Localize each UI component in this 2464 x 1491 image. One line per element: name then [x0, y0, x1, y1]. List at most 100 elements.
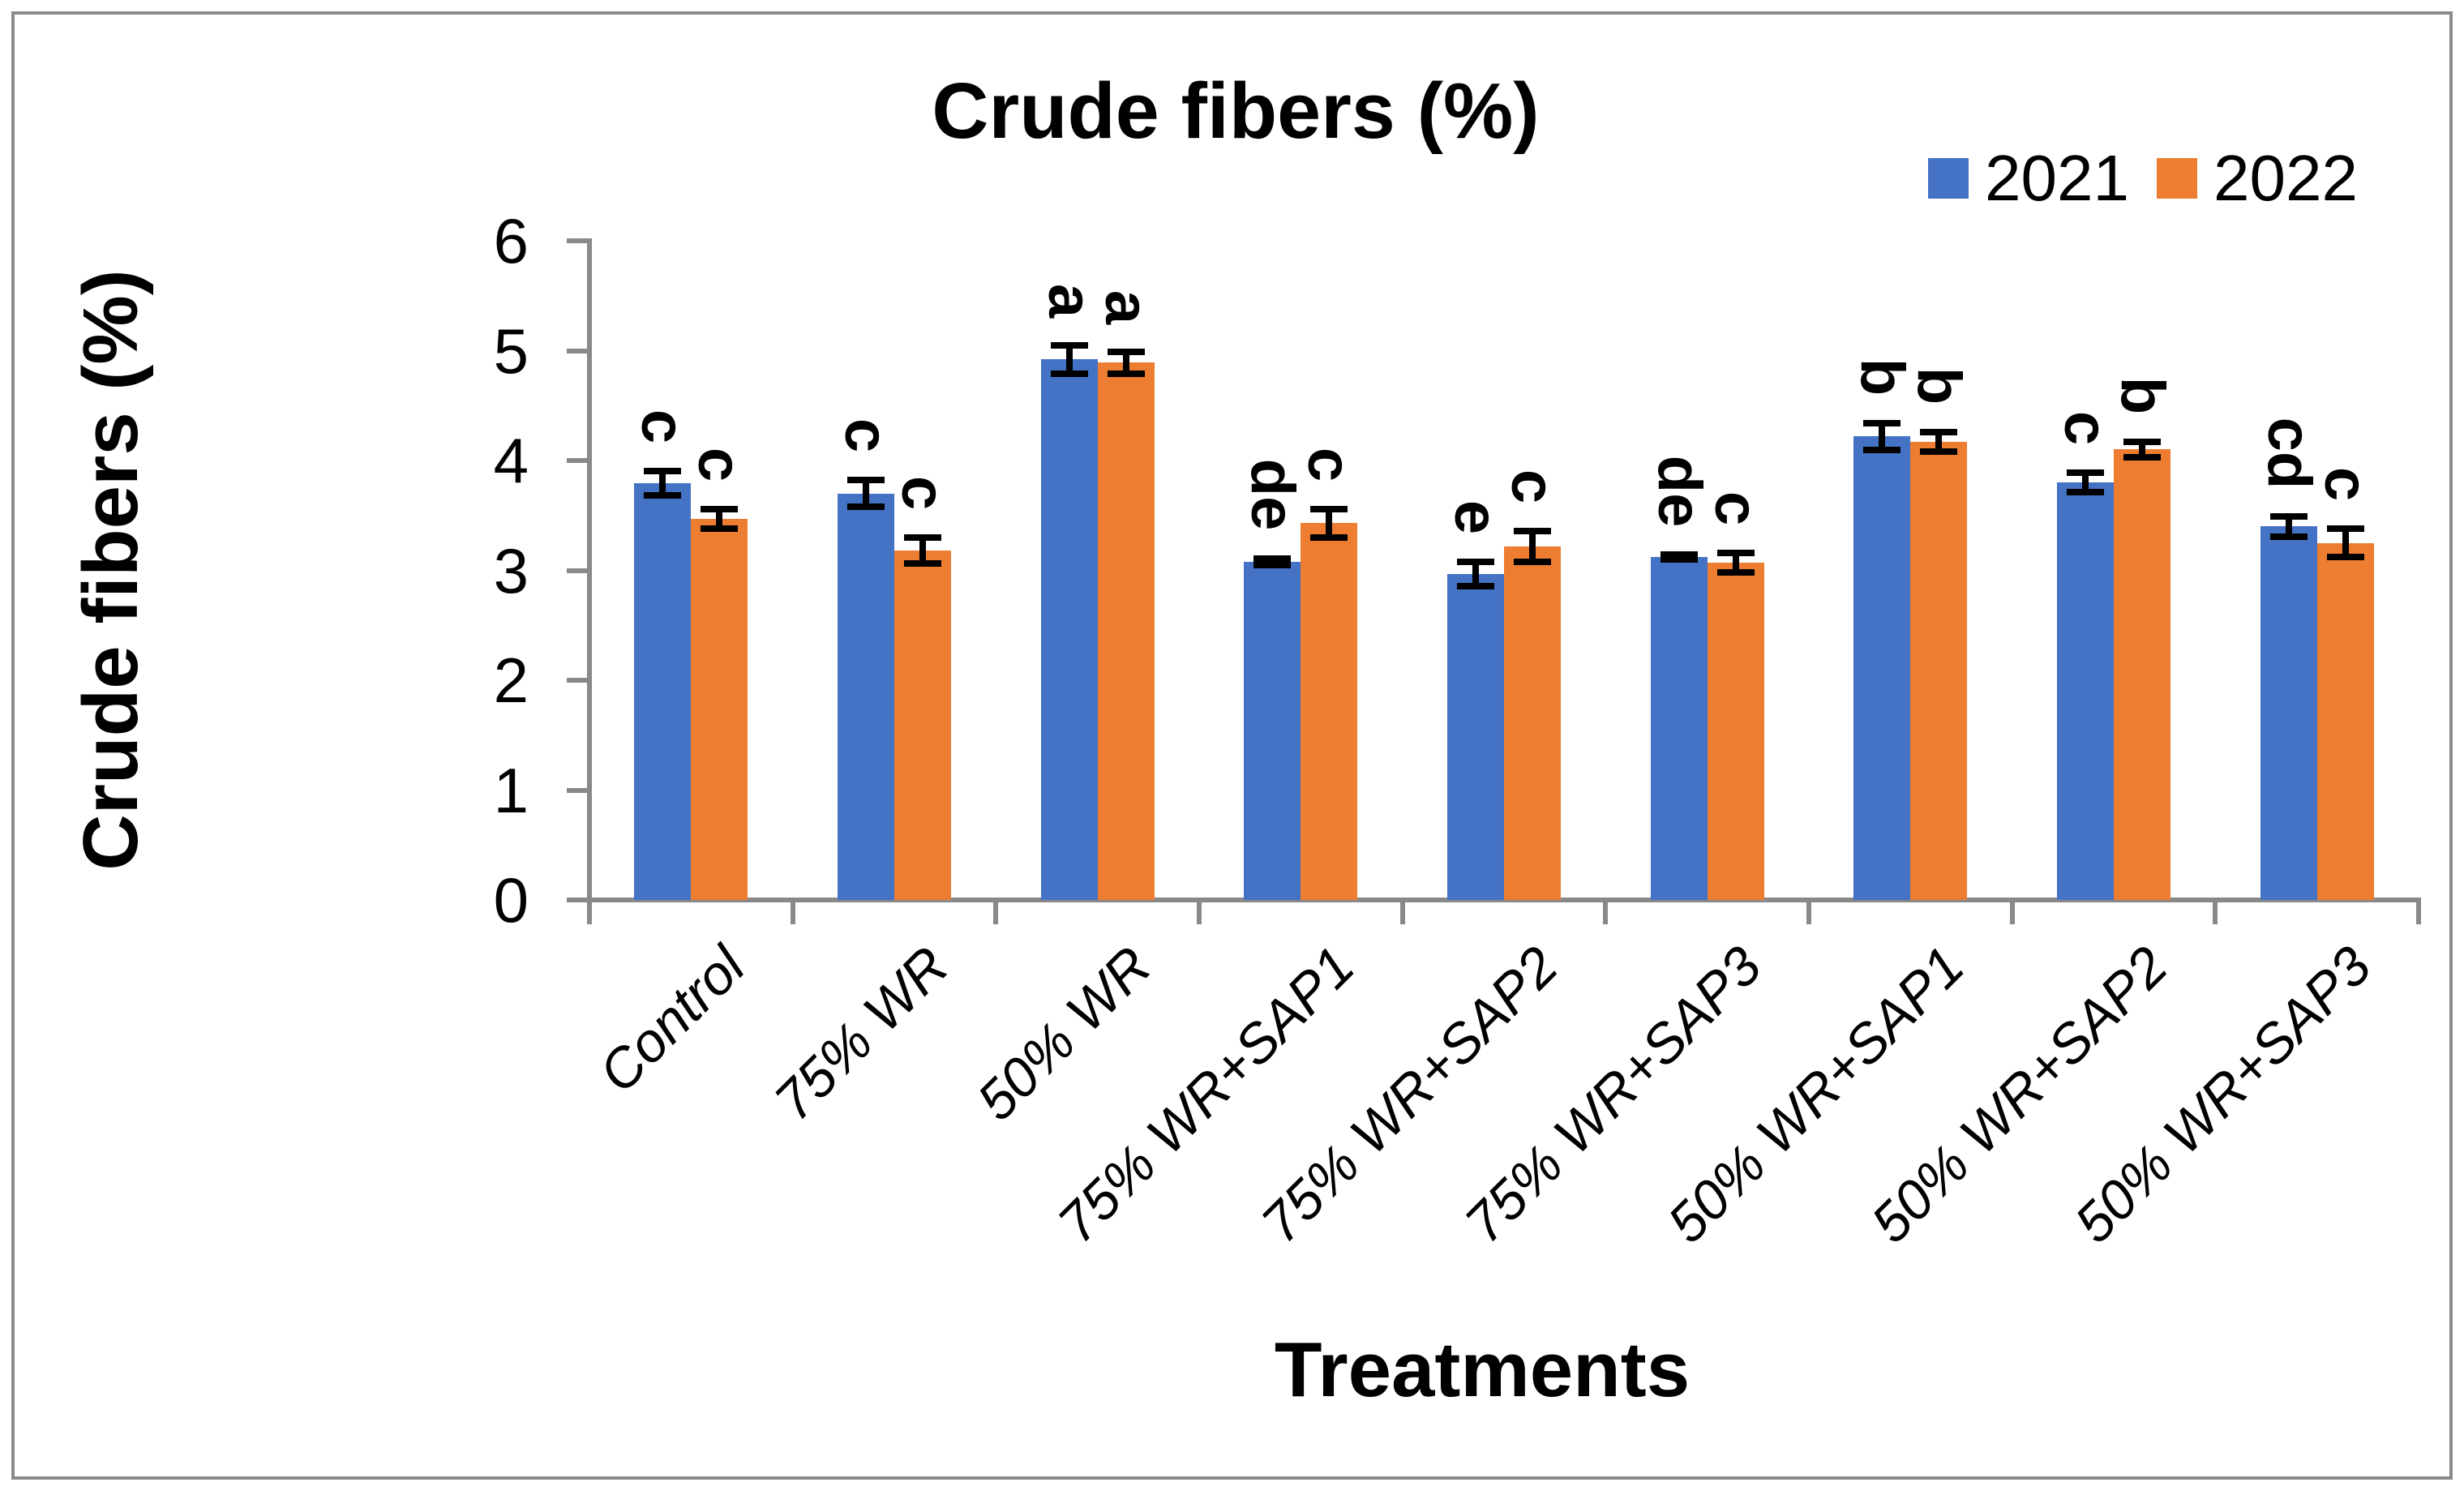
legend: 2021 2022	[1928, 142, 2358, 215]
sig-letter-2021-1: c	[832, 418, 901, 453]
y-tick	[567, 458, 589, 463]
error-line	[2342, 525, 2349, 561]
sig-letter-2021-8: cd	[2254, 417, 2324, 489]
bar-2022-6	[1910, 441, 1968, 900]
sig-letter-2022-4: c	[1498, 469, 1567, 503]
error-line	[1065, 341, 1073, 378]
y-tick-label: 2	[493, 645, 529, 716]
x-tick	[1399, 900, 1405, 924]
legend-swatch-2022-icon	[2156, 158, 2197, 199]
error-bar-2021-2	[1050, 341, 1088, 378]
y-tick-label: 0	[493, 864, 529, 936]
sig-letter-2022-2: a	[1091, 289, 1161, 324]
x-axis-title: Treatments	[1274, 1326, 1691, 1413]
bar-2021-1	[838, 493, 894, 900]
error-line	[2285, 513, 2292, 540]
error-bar-2022-7	[2123, 438, 2161, 461]
bar-2022-5	[1707, 563, 1764, 900]
y-tick-label: 1	[493, 754, 529, 826]
legend-label-2021: 2021	[1985, 142, 2129, 214]
x-tick	[587, 900, 592, 924]
error-bar-2021-8	[2269, 513, 2308, 540]
error-line	[2082, 469, 2089, 496]
bar-2021-3	[1244, 561, 1301, 900]
y-tick	[567, 238, 589, 243]
bar-2021-2	[1040, 359, 1098, 900]
error-line	[1472, 558, 1479, 589]
y-tick	[567, 787, 589, 793]
legend-item-2022: 2022	[2156, 142, 2358, 214]
bar-2021-5	[1650, 557, 1708, 900]
bar-2022-2	[1097, 362, 1155, 900]
sig-letter-2021-5: de	[1644, 455, 1714, 528]
error-line	[919, 533, 926, 568]
error-line	[1935, 428, 1943, 456]
error-bar-2021-3	[1253, 555, 1292, 568]
y-tick-label: 6	[493, 205, 529, 276]
legend-label-2022: 2022	[2213, 142, 2358, 214]
y-tick	[567, 568, 589, 573]
sig-letter-2022-8: c	[2311, 466, 2380, 502]
bar-2022-7	[2114, 449, 2170, 900]
y-axis-title: Crude fibers (%)	[67, 269, 154, 871]
sig-letter-2021-0: c	[628, 409, 698, 444]
error-bar-2021-6	[1863, 419, 1901, 453]
error-bar-2022-1	[904, 533, 941, 568]
error-line	[1122, 348, 1129, 377]
error-bar-2022-0	[701, 505, 739, 533]
sig-letter-2022-3: c	[1295, 447, 1365, 482]
error-bar-2021-5	[1660, 551, 1698, 563]
error-bar-2021-7	[2067, 469, 2104, 496]
y-axis-line	[587, 238, 592, 924]
sig-letter-2021-2: a	[1035, 283, 1104, 318]
sig-letter-2021-4: e	[1442, 499, 1511, 534]
error-bar-2022-5	[1716, 549, 1755, 576]
y-tick-label: 5	[493, 315, 529, 387]
chart-title: Crude fibers (%)	[932, 66, 1540, 155]
sig-letter-2022-7: b	[2108, 376, 2177, 415]
bar-2021-8	[2260, 526, 2317, 900]
x-tick	[1603, 900, 1609, 924]
error-bar-2021-4	[1457, 558, 1494, 589]
bar-2022-4	[1504, 546, 1561, 900]
chart-frame-border	[11, 11, 2453, 1480]
error-line	[1675, 551, 1682, 563]
x-tick	[2213, 900, 2218, 924]
error-line	[1529, 527, 1536, 565]
sig-letter-2021-3: de	[1238, 458, 1308, 531]
bar-2022-3	[1301, 523, 1358, 900]
bar-2022-0	[691, 518, 748, 900]
bar-2021-0	[634, 483, 692, 900]
error-line	[659, 468, 666, 499]
error-bar-2022-8	[2326, 525, 2364, 561]
sig-letter-2022-6: b	[1905, 366, 1974, 405]
x-tick	[2416, 900, 2421, 924]
x-tick	[1806, 900, 1811, 924]
bar-2021-6	[1853, 436, 1911, 900]
error-line	[1269, 555, 1276, 568]
bar-2021-7	[2057, 482, 2114, 900]
bar-2022-8	[2316, 542, 2374, 900]
error-line	[2139, 438, 2145, 461]
y-tick-label: 3	[493, 534, 529, 606]
bar-2021-4	[1447, 573, 1504, 900]
x-tick	[993, 900, 999, 924]
y-tick-label: 4	[493, 425, 529, 496]
sig-letter-2021-6: b	[1848, 358, 1918, 396]
y-tick	[567, 678, 589, 683]
error-bar-2022-6	[1920, 428, 1958, 456]
sig-letter-2022-0: c	[685, 447, 755, 482]
error-line	[1326, 505, 1333, 541]
error-bar-2021-0	[644, 468, 682, 499]
error-bar-2022-2	[1107, 348, 1145, 377]
x-tick	[790, 900, 795, 924]
legend-item-2021: 2021	[1928, 146, 2129, 211]
x-tick	[2009, 900, 2015, 924]
error-line	[1879, 419, 1886, 453]
x-axis-line	[587, 898, 2421, 902]
y-tick	[567, 898, 589, 902]
sig-letter-2022-5: c	[1701, 491, 1771, 525]
sig-letter-2022-1: c	[889, 475, 958, 510]
y-tick	[567, 348, 589, 353]
